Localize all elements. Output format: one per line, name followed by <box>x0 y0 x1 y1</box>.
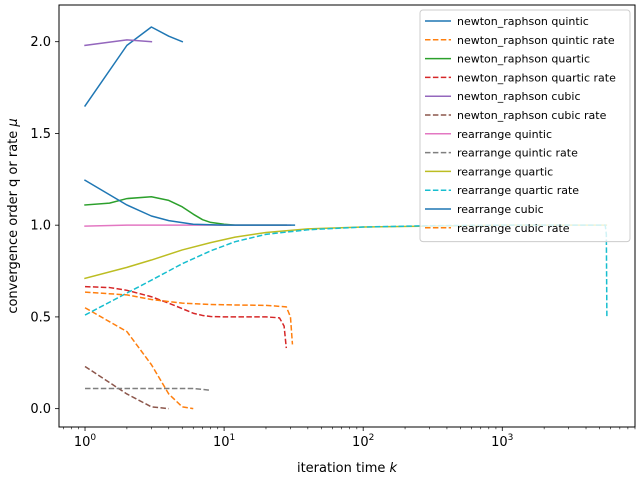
x-axis-label: iteration time k <box>297 461 398 476</box>
legend-label-rearrange-quartic-rate: rearrange quartic rate <box>457 184 579 197</box>
legend-label-newton-raphson-quintic-rate: newton_raphson quintic rate <box>457 34 615 47</box>
series-line-newton-raphson-quintic <box>83 26 184 107</box>
x-tick-label: 103 <box>491 433 513 450</box>
axis-ticks: 100 101 102 103 0.0 0.5 1.0 1.5 2.0 <box>30 35 636 450</box>
legend-label-rearrange-quartic: rearrange quartic <box>457 165 553 178</box>
series-line-newton-raphson-quintic-rate <box>84 307 194 410</box>
legend-label-rearrange-quintic-rate: rearrange quintic rate <box>457 147 578 160</box>
y-tick-label: 1.5 <box>30 127 51 142</box>
plot-frame <box>58 4 636 428</box>
legend-label-rearrange-cubic: rearrange cubic <box>457 203 544 216</box>
y-tick-label: 2.0 <box>30 35 51 50</box>
legend-box <box>419 9 631 243</box>
series-line-rearrange-cubic-rate <box>84 291 294 345</box>
series-line-newton-raphson-cubic-rate <box>84 365 169 410</box>
legend-label-newton-raphson-cubic: newton_raphson cubic <box>457 90 581 103</box>
series-line-rearrange-cubic <box>83 179 296 226</box>
y-axis-label: convergence order q or rate μ <box>6 118 21 313</box>
y-tick-label: 0.5 <box>30 310 51 325</box>
y-tick-label: 0.0 <box>30 402 51 417</box>
legend-label-newton-raphson-quartic: newton_raphson quartic <box>457 53 590 66</box>
legend-label-newton-raphson-quartic-rate: newton_raphson quartic rate <box>457 71 616 84</box>
legend-label-rearrange-cubic-rate: rearrange cubic rate <box>457 222 570 235</box>
series-lines <box>83 26 608 410</box>
x-tick-label: 100 <box>74 433 97 450</box>
y-tick-label: 1.0 <box>30 219 51 234</box>
legend-label-newton-raphson-cubic-rate: newton_raphson cubic rate <box>457 109 607 122</box>
x-tick-label: 101 <box>213 433 235 450</box>
series-line-newton-raphson-quartic-rate <box>84 285 288 349</box>
x-tick-label: 102 <box>352 433 374 450</box>
legend: newton_raphson quintic newton_raphson qui… <box>419 9 631 243</box>
series-line-rearrange-quintic-rate <box>85 387 211 392</box>
legend-label-rearrange-quintic: rearrange quintic <box>457 128 552 141</box>
legend-label-newton-raphson-quintic: newton_raphson quintic <box>457 15 589 28</box>
series-line-newton-raphson-cubic <box>84 39 153 47</box>
